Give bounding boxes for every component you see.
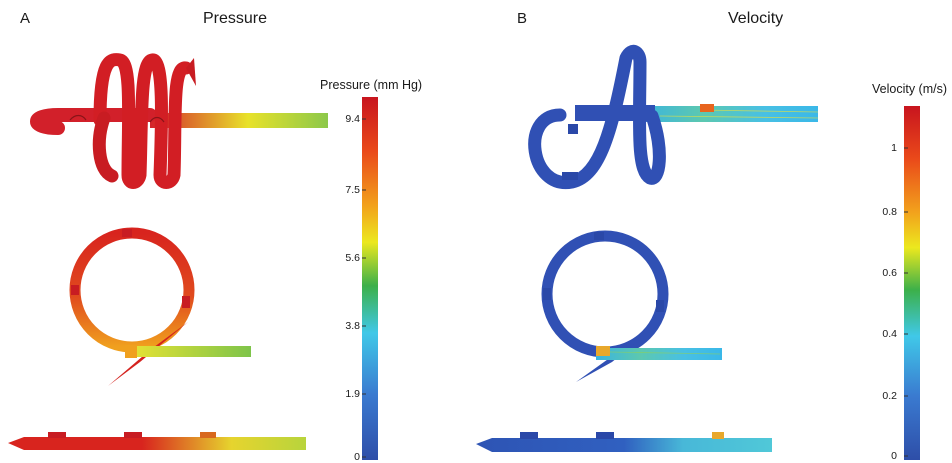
pressure-tick-0: 0 xyxy=(354,451,360,463)
pressure-colorbar xyxy=(362,97,378,460)
velocity-tick-0-4: 0.4 xyxy=(882,328,897,340)
pressure-coil-top-view xyxy=(69,227,251,386)
velocity-coil-front-view xyxy=(476,432,772,452)
velocity-coil-top-view xyxy=(541,230,722,382)
pressure-tick-3-8: 3.8 xyxy=(345,320,360,332)
pressure-coil-front-view xyxy=(8,432,306,450)
pressure-tick-5-6: 5.6 xyxy=(345,252,360,264)
velocity-tick-0-2: 0.2 xyxy=(882,390,897,402)
panel-b-letter: B xyxy=(517,10,528,27)
pressure-tick-1-9: 1.9 xyxy=(345,388,360,400)
velocity-tick-0-6: 0.6 xyxy=(882,267,897,279)
velocity-colorbar-ticks xyxy=(904,147,908,457)
panel-a-title: Pressure xyxy=(203,10,268,27)
velocity-colorbar-title: Velocity (m/s) xyxy=(872,82,948,96)
velocity-tick-0: 0 xyxy=(891,450,897,462)
velocity-coil-side-view xyxy=(528,44,819,189)
pressure-coil-side-view xyxy=(30,53,328,189)
pressure-tick-9-4: 9.4 xyxy=(345,113,360,125)
pressure-colorbar-ticks xyxy=(362,118,366,458)
velocity-tick-0-8: 0.8 xyxy=(882,206,897,218)
pressure-tick-7-5: 7.5 xyxy=(345,184,360,196)
panel-b-title: Velocity xyxy=(728,10,784,27)
velocity-tick-1: 1 xyxy=(891,142,897,154)
panel-a-letter: A xyxy=(20,10,31,27)
pressure-colorbar-title: Pressure (mm Hg) xyxy=(320,78,423,92)
velocity-colorbar xyxy=(904,106,920,460)
